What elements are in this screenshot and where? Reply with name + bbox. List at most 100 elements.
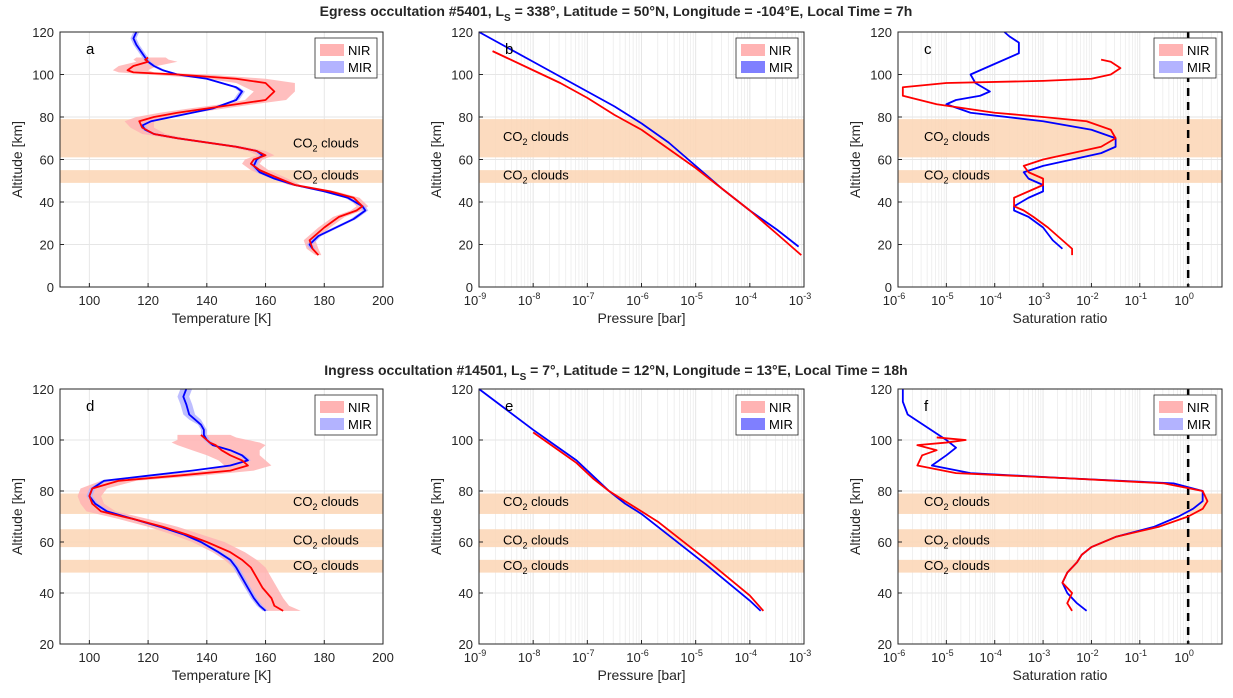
y-tick-label: 40 xyxy=(40,195,54,210)
x-tick-label: 200 xyxy=(372,293,394,308)
y-tick-label: 80 xyxy=(878,484,892,499)
legend: NIR MIR xyxy=(735,394,799,436)
row-title-bottom: Ingress occultation #14501, LS = 7°, Lat… xyxy=(324,362,907,383)
cloud-label: CO2 clouds xyxy=(924,129,990,147)
y-tick-label: 120 xyxy=(870,382,892,397)
y-tick-label: 40 xyxy=(459,586,473,601)
legend: NIR MIR xyxy=(314,37,378,79)
x-tick-label: 10-1 xyxy=(1125,291,1147,308)
series-mir xyxy=(88,388,267,612)
panel-d: CO2 clouds CO2 clouds CO2 clouds 20 40 60 80 10… xyxy=(9,382,394,683)
y-tick-label: 120 xyxy=(451,382,473,397)
y-axis-label: Altitude [km] xyxy=(428,478,444,555)
x-tick-label: 140 xyxy=(196,650,218,665)
x-tick-label: 10-3 xyxy=(789,291,811,308)
x-tick-label: 180 xyxy=(313,293,335,308)
series-nir xyxy=(532,431,765,612)
x-tick-label: 10-9 xyxy=(464,291,486,308)
series-nir xyxy=(916,436,1209,612)
legend-swatch-nir xyxy=(320,44,344,56)
y-tick-label: 20 xyxy=(459,637,473,652)
x-axis-label: Pressure [bar] xyxy=(598,667,686,683)
x-tick-label: 10-7 xyxy=(572,291,594,308)
panel-letter: f xyxy=(924,398,929,415)
legend-label-nir: NIR xyxy=(769,43,791,58)
cloud-layer xyxy=(479,119,804,158)
legend-label-mir: MIR xyxy=(348,417,372,432)
x-axis-label: Saturation ratio xyxy=(1013,310,1108,326)
cloud-label: CO2 clouds xyxy=(924,167,990,185)
y-tick-label: 60 xyxy=(878,153,892,168)
cloud-label: CO2 clouds xyxy=(293,136,359,154)
y-tick-label: 40 xyxy=(40,586,54,601)
cloud-layer xyxy=(898,493,1222,514)
cloud-layer xyxy=(898,170,1222,183)
cloud-layer xyxy=(60,529,383,548)
y-axis-label: Altitude [km] xyxy=(9,478,25,555)
x-tick-label: 180 xyxy=(313,650,335,665)
y-tick-label: 120 xyxy=(451,25,473,40)
y-axis-label: Altitude [km] xyxy=(428,121,444,198)
x-tick-label: 10-1 xyxy=(1125,648,1147,665)
y-tick-label: 20 xyxy=(40,238,54,253)
cloud-label: CO2 clouds xyxy=(503,167,569,185)
x-tick-label: 10-5 xyxy=(931,648,953,665)
x-tick-label: 10-6 xyxy=(883,648,905,665)
panel-f: CO2 clouds CO2 clouds CO2 clouds 20 40 60 80 10… xyxy=(847,382,1223,683)
y-tick-label: 60 xyxy=(40,153,54,168)
y-tick-label: 80 xyxy=(40,484,54,499)
chart-panels: CO2 clouds CO2 clouds 0 20 40 60 80 100 120 100 12… xyxy=(9,25,1223,683)
series-nir xyxy=(492,50,802,256)
x-tick-label: 10-9 xyxy=(464,648,486,665)
x-tick-label: 10-3 xyxy=(789,648,811,665)
x-tick-label: 140 xyxy=(196,293,218,308)
y-tick-label: 100 xyxy=(451,68,473,83)
y-tick-label: 80 xyxy=(459,110,473,125)
y-axis-label: Altitude [km] xyxy=(9,121,25,198)
cloud-label: CO2 clouds xyxy=(924,532,990,550)
legend: NIR MIR xyxy=(735,37,799,79)
series-nir xyxy=(126,56,364,256)
cloud-layer xyxy=(479,529,804,548)
y-tick-label: 0 xyxy=(466,280,473,295)
cloud-label: CO2 clouds xyxy=(293,494,359,512)
y-tick-label: 100 xyxy=(870,68,892,83)
y-tick-label: 100 xyxy=(32,68,54,83)
y-tick-label: 40 xyxy=(878,586,892,601)
x-axis-label: Saturation ratio xyxy=(1013,667,1108,683)
cloud-layer xyxy=(60,119,383,158)
panel-a: CO2 clouds CO2 clouds 0 20 40 60 80 100 120 100 12… xyxy=(9,25,394,326)
x-tick-label: 10-4 xyxy=(735,291,757,308)
legend-swatch-nir xyxy=(320,401,344,413)
x-tick-label: 10-6 xyxy=(626,648,648,665)
legend-swatch-nir xyxy=(1159,44,1183,56)
x-tick-label: 10-7 xyxy=(572,648,594,665)
y-tick-label: 80 xyxy=(459,484,473,499)
band-nir xyxy=(77,434,301,611)
legend-swatch-mir xyxy=(1159,61,1183,73)
cloud-layer xyxy=(479,559,804,573)
x-tick-label: 10-5 xyxy=(931,291,953,308)
x-tick-label: 10-3 xyxy=(1028,291,1050,308)
cloud-label: CO2 clouds xyxy=(924,494,990,512)
y-tick-label: 80 xyxy=(878,110,892,125)
panel-b: CO2 clouds CO2 clouds 0 20 40 60 80 100 120 10-9 1… xyxy=(428,25,811,326)
legend-label-nir: NIR xyxy=(348,400,370,415)
legend: NIR MIR xyxy=(1153,394,1217,436)
y-tick-label: 40 xyxy=(459,195,473,210)
panel-e: CO2 clouds CO2 clouds CO2 clouds 20 40 60 80 10… xyxy=(428,382,811,683)
y-tick-label: 120 xyxy=(32,382,54,397)
cloud-layer xyxy=(898,529,1222,548)
cloud-layer xyxy=(60,170,383,183)
legend-label-nir: NIR xyxy=(769,400,791,415)
legend-label-nir: NIR xyxy=(348,43,370,58)
y-axis-label: Altitude [km] xyxy=(847,478,863,555)
x-tick-label: 10-8 xyxy=(518,291,540,308)
x-tick-label: 10-6 xyxy=(626,291,648,308)
y-tick-label: 20 xyxy=(40,637,54,652)
x-tick-label: 200 xyxy=(372,650,394,665)
x-tick-label: 10-3 xyxy=(1028,648,1050,665)
y-tick-label: 60 xyxy=(40,535,54,550)
row-title-top: Egress occultation #5401, LS = 338°, Lat… xyxy=(320,3,913,24)
